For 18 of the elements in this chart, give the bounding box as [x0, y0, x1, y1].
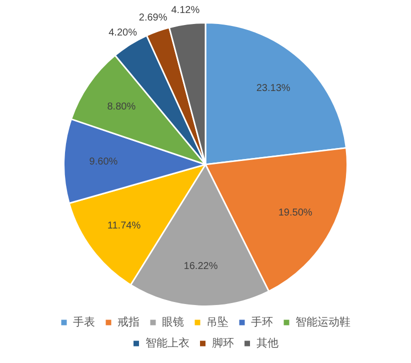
- legend-label: 吊坠: [206, 315, 228, 328]
- legend-label: 眼镜: [162, 315, 184, 328]
- legend-label: 戒指: [118, 315, 140, 328]
- legend-label: 手环: [251, 315, 273, 328]
- data-label: 16.22%: [184, 261, 218, 272]
- data-label: 4.12%: [171, 4, 200, 16]
- legend-label: 智能上衣: [145, 336, 190, 350]
- legend-label: 其他: [256, 336, 278, 350]
- data-label: 23.13%: [256, 82, 290, 94]
- data-label: 11.74%: [107, 220, 141, 232]
- legend-label: 智能运动鞋: [296, 315, 350, 328]
- data-label: 4.20%: [108, 27, 138, 38]
- legend-label: 手表: [73, 315, 95, 328]
- legend-label: 脚环: [212, 336, 234, 350]
- data-label: 2.69%: [138, 12, 168, 24]
- data-label: 19.50%: [278, 208, 312, 219]
- data-label: 8.80%: [107, 101, 136, 112]
- data-label: 9.60%: [89, 156, 118, 168]
